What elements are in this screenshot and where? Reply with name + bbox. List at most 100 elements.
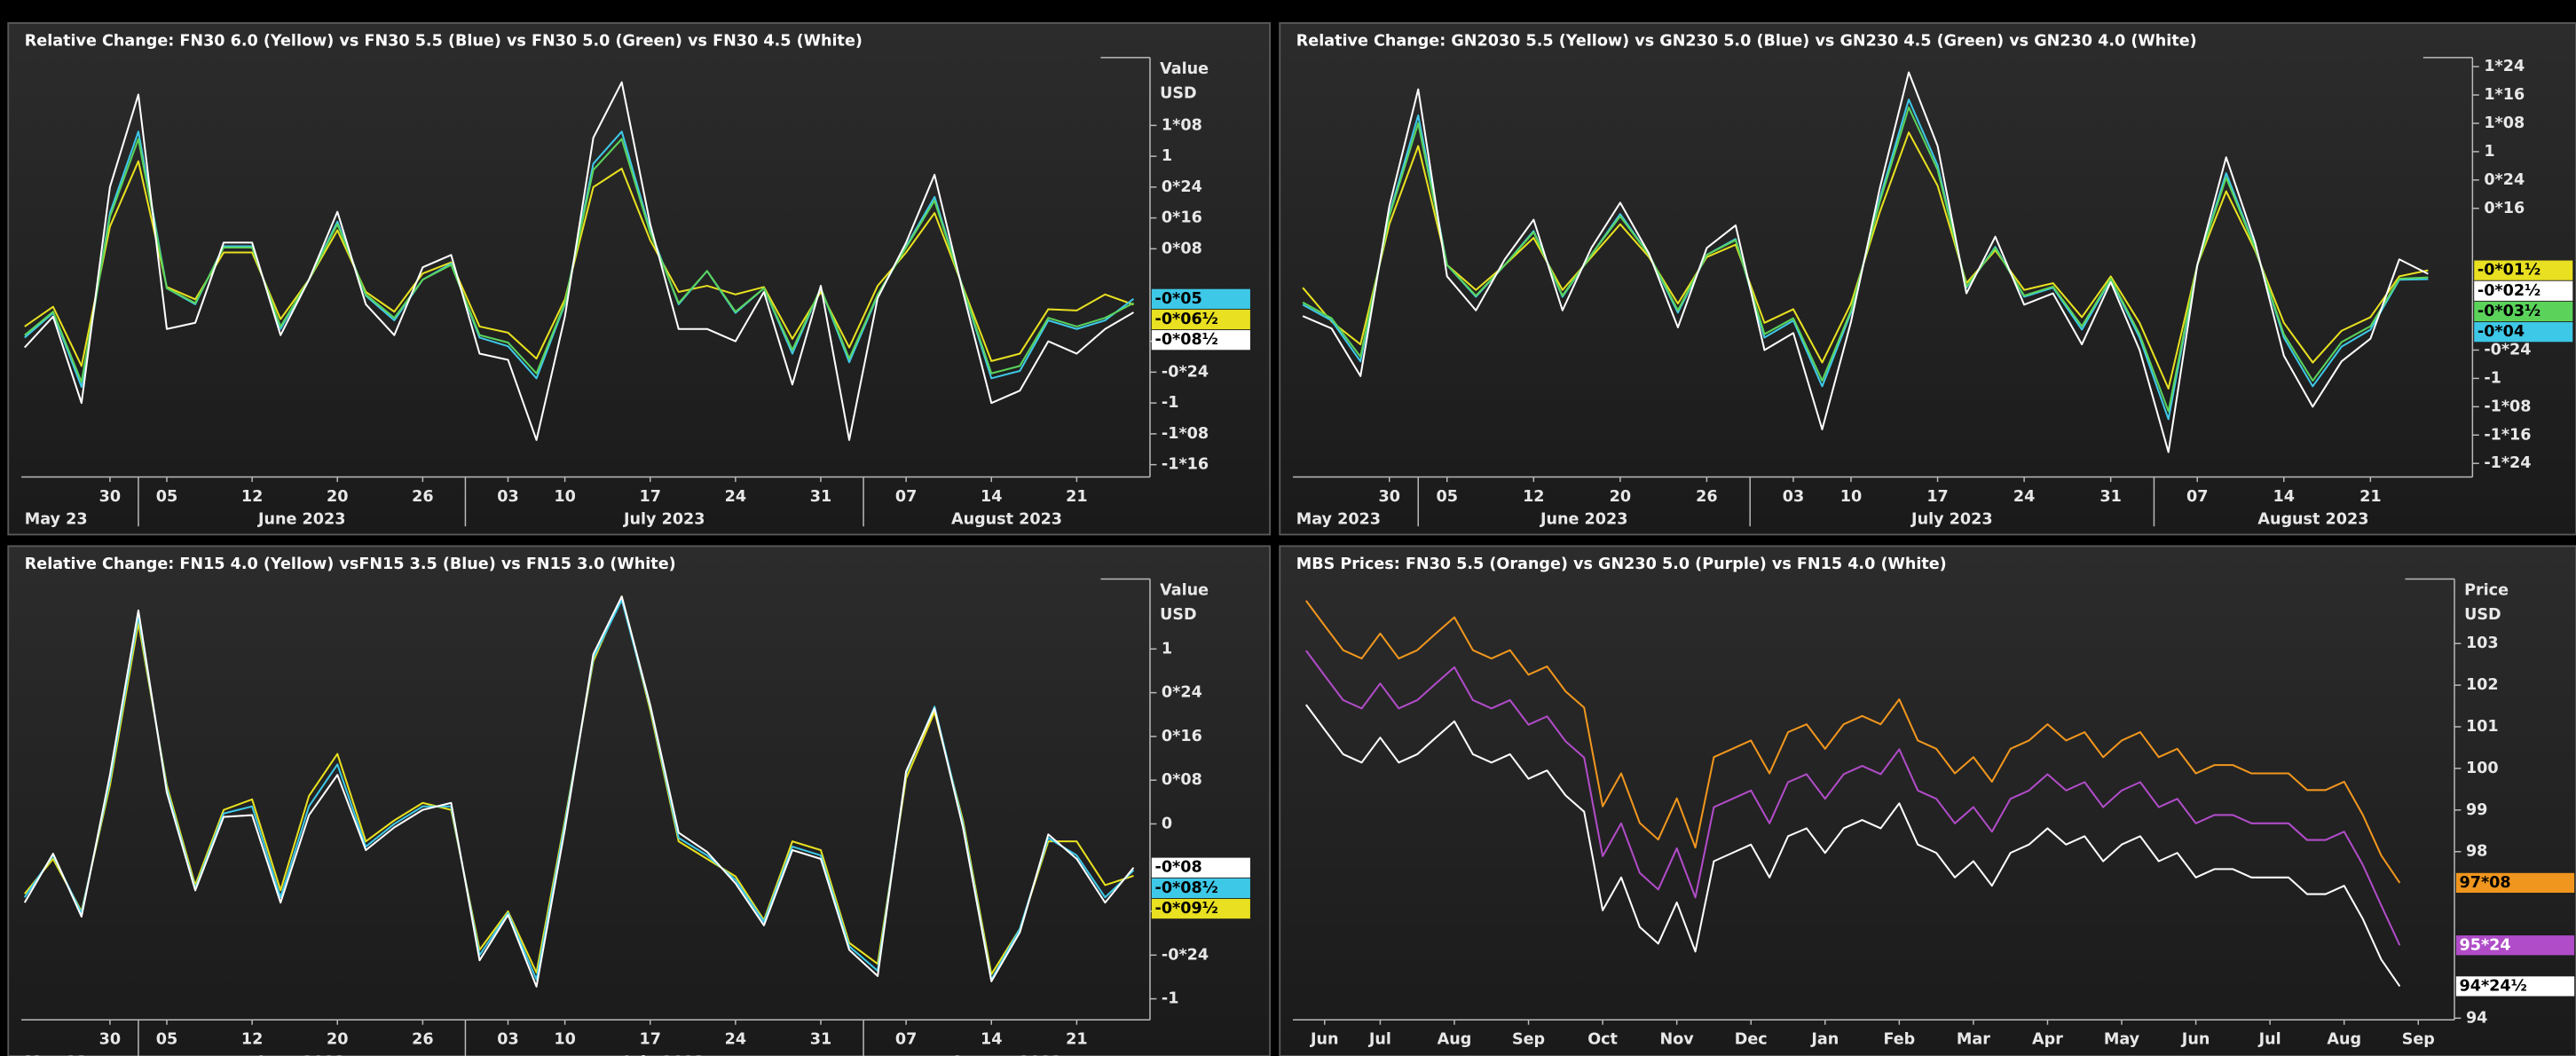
panel — [1279, 22, 2576, 536]
last-value-tag — [1151, 288, 1250, 309]
x-tick-label: 30 — [1378, 488, 1399, 506]
x-tick-label: Jul — [1368, 1030, 1391, 1048]
y-tick-label: -1 — [1162, 394, 1179, 412]
y-tick-label: 0*08 — [1162, 240, 1202, 257]
x-tick-label: 07 — [895, 488, 917, 506]
y-axis-label: Value — [1160, 60, 1209, 78]
x-tick-label: 03 — [497, 488, 518, 506]
y-tick-label: -0*24 — [2484, 341, 2531, 359]
last-value-label: -0*09½ — [1155, 900, 1218, 918]
x-group-label: June 2023 — [1540, 511, 1627, 529]
x-tick-label: 10 — [554, 488, 575, 506]
y-tick-label: 0*24 — [2484, 171, 2525, 189]
y-tick-label: 1 — [2484, 143, 2494, 161]
last-value-label: -0*02½ — [2478, 282, 2541, 300]
x-tick-label: Jun — [2181, 1030, 2210, 1048]
last-value-tag — [1151, 330, 1250, 351]
last-value-label: -0*08 — [1155, 859, 1202, 877]
series-line — [24, 81, 1134, 441]
x-tick-label: Aug — [2327, 1030, 2361, 1048]
x-tick-label: 26 — [412, 1030, 433, 1048]
last-value-tag — [1151, 857, 1250, 878]
y-tick-label: 0*16 — [2484, 200, 2525, 217]
x-tick-label: 05 — [1437, 488, 1458, 506]
y-tick-label: -1*16 — [2484, 426, 2531, 444]
x-tick-label: 10 — [554, 1030, 575, 1048]
y-tick-label: 1*08 — [2484, 114, 2525, 132]
panel — [7, 22, 1272, 536]
x-tick-label: 24 — [725, 488, 746, 506]
x-tick-label: 12 — [241, 488, 263, 506]
y-tick-label: -1*08 — [1162, 425, 1209, 443]
x-tick-label: 30 — [99, 1030, 121, 1048]
last-value-label: -0*05 — [1155, 290, 1202, 308]
x-tick-label: Apr — [2032, 1030, 2063, 1048]
y-tick-label: 99 — [2466, 801, 2487, 819]
y-tick-label: -1*08 — [2484, 398, 2531, 415]
series-line — [1305, 600, 2401, 884]
x-tick-label: Sep — [2402, 1030, 2435, 1048]
x-tick-label: 07 — [895, 1030, 917, 1048]
last-value-tag — [1151, 309, 1250, 330]
last-value-tag — [2455, 976, 2575, 997]
last-value-tag — [2474, 260, 2573, 280]
last-value-label: -0*03½ — [2478, 303, 2541, 320]
series-line — [1305, 704, 2401, 988]
last-value-label: 94*24½ — [2460, 977, 2527, 995]
x-group-label: June 2023 — [257, 511, 345, 529]
chart-title: MBS Prices: FN30 5.5 (Orange) vs GN230 5… — [1296, 556, 1947, 573]
last-value-label: -0*06½ — [1155, 311, 1218, 328]
y-axis-label: Price — [2464, 581, 2509, 599]
x-tick-label: 31 — [810, 488, 831, 506]
y-tick-label: 1*24 — [2484, 58, 2525, 75]
x-tick-label: 05 — [156, 1030, 177, 1048]
x-tick-label: 14 — [2273, 488, 2295, 506]
y-tick-label: -1*16 — [1162, 456, 1209, 474]
y-axis-label: USD — [1160, 606, 1197, 624]
last-value-label: -0*08½ — [1155, 331, 1218, 349]
x-group-label: July 2023 — [623, 1053, 705, 1056]
x-tick-label: 20 — [1610, 488, 1631, 506]
x-tick-label: 05 — [156, 488, 177, 506]
y-tick-label: 0*24 — [1162, 684, 1202, 702]
x-group-label: July 2023 — [1910, 511, 1993, 529]
last-value-tag — [1151, 898, 1250, 919]
y-axis-label: Value — [1160, 581, 1209, 599]
series-line — [23, 595, 1135, 988]
x-tick-label: 03 — [1783, 488, 1804, 506]
x-group-label: May 23 — [25, 1053, 88, 1056]
x-tick-label: Jun — [1310, 1030, 1339, 1048]
x-tick-label: Mar — [1957, 1030, 1990, 1048]
last-value-tag — [1151, 878, 1250, 899]
x-tick-label: 17 — [640, 1030, 661, 1048]
y-tick-label: -0*24 — [1162, 363, 1209, 381]
x-group-label: August 2023 — [951, 1053, 1062, 1056]
x-tick-label: 20 — [327, 1030, 348, 1048]
panel — [1279, 545, 2576, 1056]
y-tick-label: 1*16 — [2484, 86, 2525, 104]
x-tick-label: Nov — [1660, 1030, 1695, 1048]
x-tick-label: Jul — [2258, 1030, 2281, 1048]
x-tick-label: 21 — [2359, 488, 2381, 506]
y-tick-label: 1 — [1162, 640, 1172, 658]
x-group-label: August 2023 — [951, 511, 1062, 529]
x-tick-label: 30 — [99, 488, 121, 506]
last-value-label: -0*01½ — [2478, 262, 2541, 280]
y-tick-label: 100 — [2466, 760, 2499, 777]
y-tick-label: 0*16 — [1162, 209, 1202, 227]
last-value-label: 97*08 — [2460, 874, 2511, 892]
x-tick-label: 31 — [2099, 488, 2121, 506]
chart-title: Relative Change: GN2030 5.5 (Yellow) vs … — [1296, 32, 2197, 50]
y-tick-label: 1 — [1162, 147, 1172, 165]
x-tick-label: Sep — [1512, 1030, 1545, 1048]
y-tick-label: -1 — [2484, 369, 2501, 387]
last-value-tag — [2474, 301, 2573, 322]
y-tick-label: -1 — [1162, 990, 1179, 1008]
x-tick-label: 14 — [981, 1030, 1002, 1048]
y-tick-label: 0*24 — [1162, 178, 1202, 196]
y-tick-label: 94 — [2466, 1009, 2487, 1027]
last-value-tag — [2474, 280, 2573, 301]
last-value-tag — [2455, 935, 2575, 956]
y-tick-label: 101 — [2466, 718, 2499, 736]
chart-title: Relative Change: FN15 4.0 (Yellow) vsFN1… — [25, 556, 676, 573]
